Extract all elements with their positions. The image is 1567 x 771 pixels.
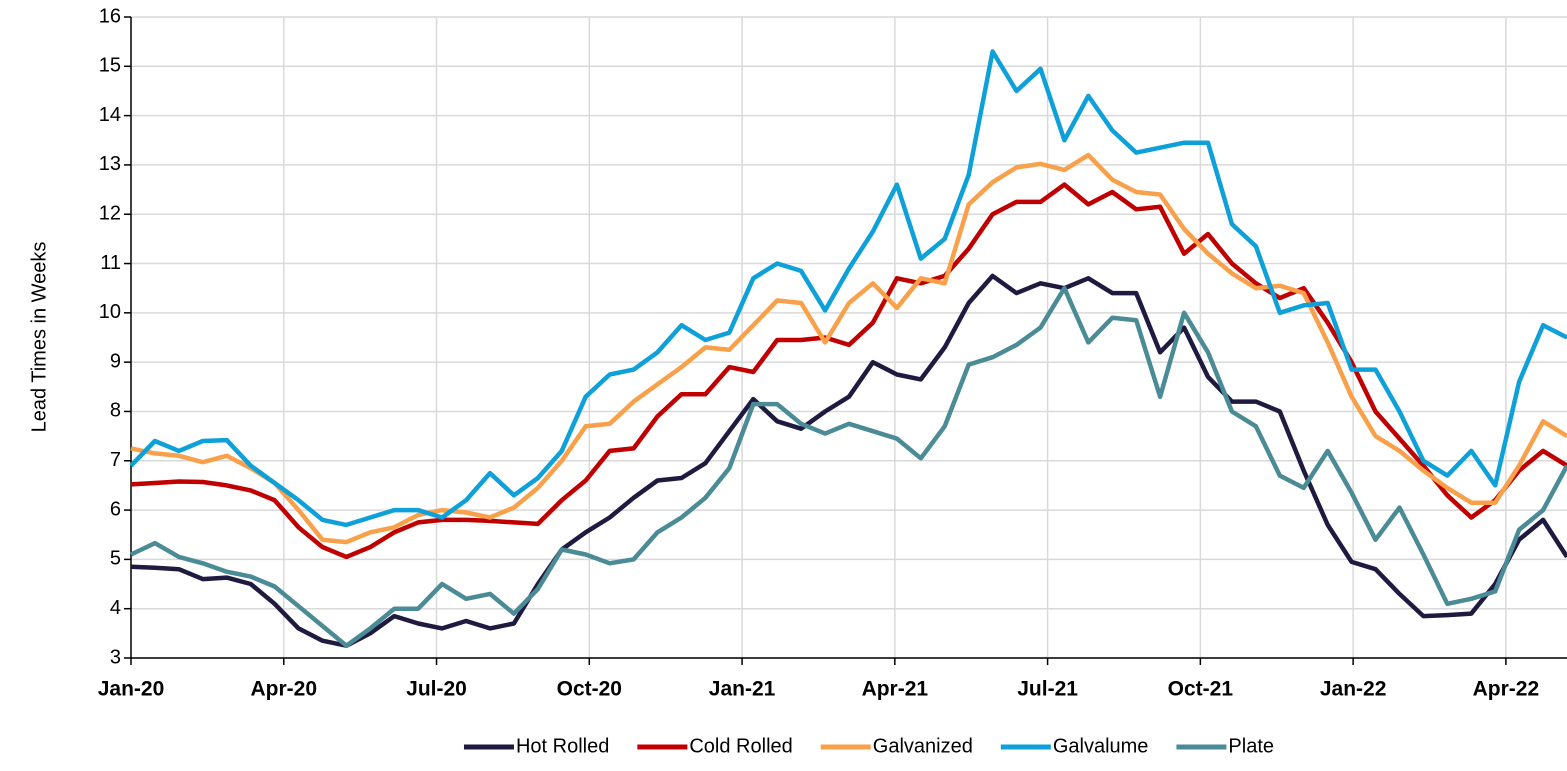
series-line <box>130 182 1567 560</box>
x-tick-label: Jan-21 <box>709 678 776 701</box>
x-tick-label: Jul-21 <box>1017 678 1078 701</box>
series-line <box>130 152 1567 545</box>
y-tick-label: 3 <box>110 646 121 668</box>
y-tick-label: 13 <box>99 153 121 175</box>
y-tick-label: 9 <box>110 350 121 372</box>
x-tick-label: Jul-20 <box>406 678 467 701</box>
y-tick-label: 6 <box>110 498 121 520</box>
y-tick-label: 8 <box>110 400 121 422</box>
legend-label: Galvanized <box>873 735 973 757</box>
x-tick-label: Apr-22 <box>1473 678 1540 701</box>
y-tick-label: 7 <box>110 449 121 471</box>
y-tick-label: 15 <box>99 55 121 77</box>
y-tick-label: 10 <box>99 301 121 323</box>
y-axis-title: Lead Times in Weeks <box>28 242 50 433</box>
legend-label: Plate <box>1228 735 1274 757</box>
y-tick-label: 5 <box>110 548 121 570</box>
series-line <box>130 285 1567 648</box>
y-tick-label: 4 <box>110 597 121 619</box>
y-tick-label: 14 <box>99 104 121 126</box>
x-tick-label: Jan-20 <box>98 678 165 701</box>
x-tick-label: Oct-20 <box>557 678 622 701</box>
x-tick-label: Apr-20 <box>251 678 318 701</box>
legend-label: Hot Rolled <box>516 735 609 757</box>
legend: Hot Rolled Cold Rolled Galvanized Galvalume… <box>463 735 1274 757</box>
y-tick-label: 11 <box>100 252 121 274</box>
x-tick-label: Jan-22 <box>1320 678 1387 701</box>
legend-label: Galvalume <box>1053 735 1149 757</box>
x-tick-label: Oct-21 <box>1168 678 1234 701</box>
series-line <box>129 49 1567 528</box>
y-tick-label: 12 <box>99 203 121 225</box>
legend-label: Cold Rolled <box>689 735 792 757</box>
x-tick-label: Apr-21 <box>862 678 929 701</box>
y-tick-label: 16 <box>99 5 121 27</box>
series-line <box>130 273 1567 648</box>
